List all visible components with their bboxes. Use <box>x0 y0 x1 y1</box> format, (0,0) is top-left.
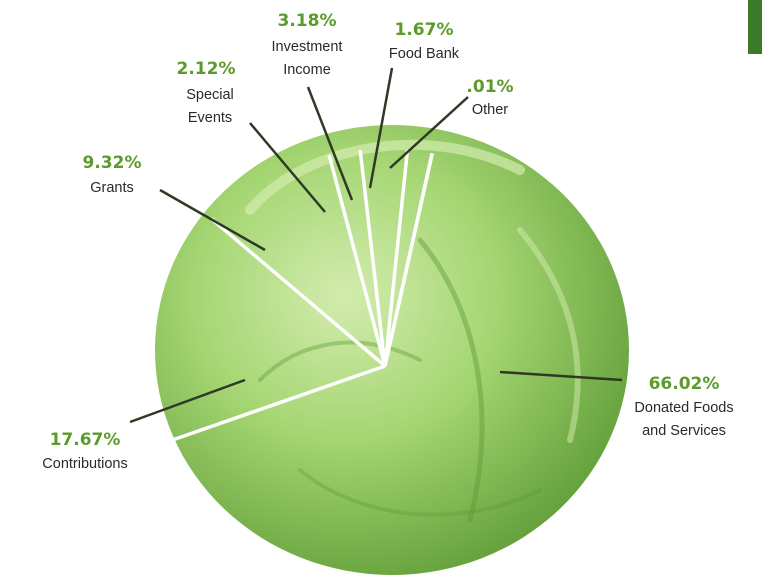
slice-name-special-events: Events <box>188 110 232 126</box>
slice-name-donated-foods-and-services: Donated Foods <box>634 400 733 416</box>
cabbage-leaf-vein <box>298 468 542 517</box>
slice-divider <box>383 152 434 367</box>
cabbage-image <box>155 125 629 575</box>
cabbage-body <box>155 125 629 575</box>
cabbage-leaf-vein <box>517 227 581 443</box>
slice-name-investment-income: Income <box>283 62 331 78</box>
value-label-investment-income: 3.18% <box>278 11 337 31</box>
cabbage-leaf-vein <box>417 237 485 523</box>
slice-divider <box>209 217 387 368</box>
leader-line-grants <box>159 188 266 252</box>
leader-line-contributions <box>129 378 246 424</box>
slice-name-investment-income: Investment <box>272 39 343 55</box>
value-label-donated-foods-and-services: 66.02% <box>649 374 720 394</box>
slice-divider <box>162 364 386 445</box>
value-label-special-events: 2.12% <box>177 59 236 79</box>
slice-dividers <box>162 149 435 445</box>
slice-divider <box>327 154 387 367</box>
slice-name-grants: Grants <box>90 180 134 196</box>
value-label-food-bank: 1.67% <box>395 20 454 40</box>
leader-lines <box>129 67 623 424</box>
slice-divider <box>358 150 387 367</box>
slice-name-donated-foods-and-services: and Services <box>642 423 726 439</box>
leader-line-other <box>389 96 469 169</box>
slice-labels: 66.02% Donated Foods and Services 17.67% Con… <box>42 11 733 472</box>
leader-line-investment-income <box>306 86 354 201</box>
value-label-contributions: 17.67% <box>50 430 121 450</box>
cabbage-leaf-vein <box>245 139 525 215</box>
leader-line-food-bank <box>368 67 394 189</box>
slice-name-other: Other <box>472 102 508 118</box>
leader-line-special-events <box>249 122 326 213</box>
slice-name-food-bank: Food Bank <box>389 46 460 62</box>
value-label-other: .01% <box>466 77 513 97</box>
corner-tab <box>748 0 762 54</box>
slice-name-contributions: Contributions <box>42 456 127 472</box>
value-label-grants: 9.32% <box>83 153 142 173</box>
slice-name-special-events: Special <box>186 87 234 103</box>
leader-line-donated-foods-and-services <box>499 370 623 382</box>
slice-divider <box>383 149 410 367</box>
cabbage-leaf-vein <box>258 340 422 382</box>
